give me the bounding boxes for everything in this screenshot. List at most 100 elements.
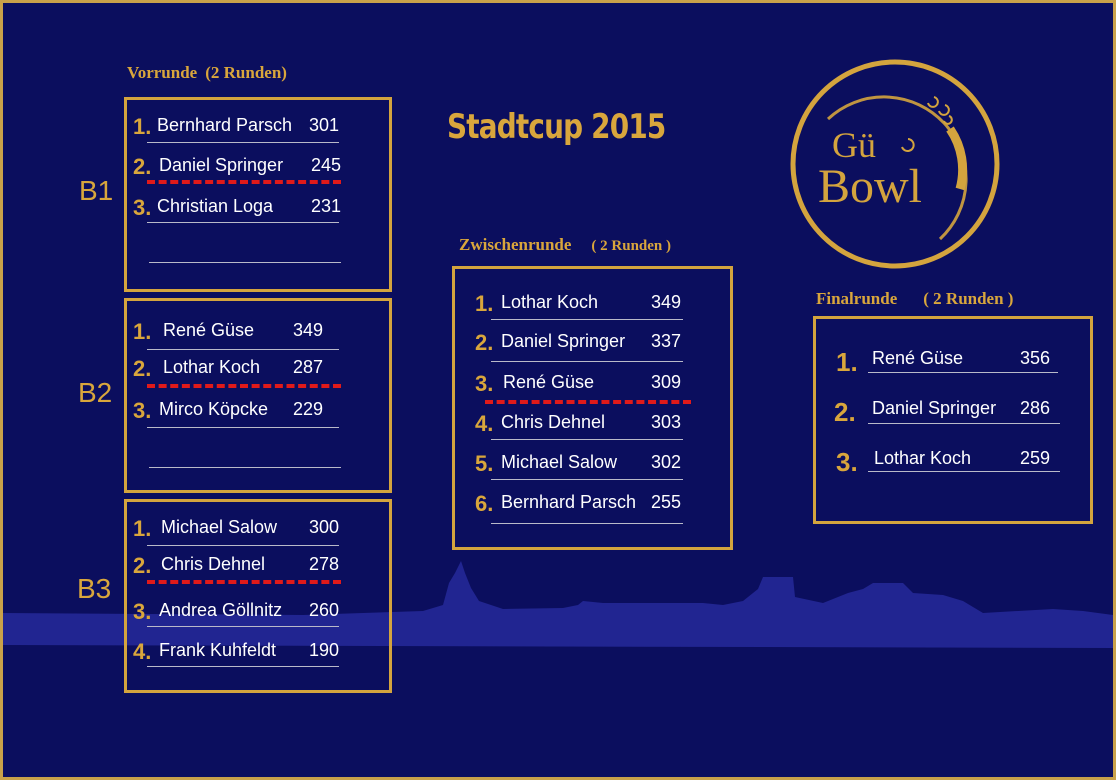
table-row: 2. Daniel Springer 245 xyxy=(133,154,383,180)
rank: 1. xyxy=(133,516,152,541)
player-score: 309 xyxy=(651,372,682,392)
player-name: Christian Loga xyxy=(157,196,274,216)
rank: 1. xyxy=(475,291,494,316)
vorrunde-title-text: Vorrunde xyxy=(127,63,198,82)
table-row: 2. Chris Dehnel 278 xyxy=(133,553,383,579)
zwischenrunde-box: 1. Lothar Koch 349 2. Daniel Springer 33… xyxy=(452,266,733,550)
table-row: 2. Lothar Koch 287 xyxy=(133,356,383,382)
player-name: René Güse xyxy=(163,320,255,340)
rank: 1. xyxy=(836,347,858,377)
rank: 3. xyxy=(133,195,152,220)
row-divider xyxy=(868,423,1060,424)
row-divider xyxy=(491,439,683,440)
group-box-b3: 1. Michael Salow 300 2. Chris Dehnel 278… xyxy=(124,499,392,693)
rank: 6. xyxy=(475,491,494,516)
player-name: Bernhard Parsch xyxy=(501,492,637,512)
rank: 2. xyxy=(475,330,494,355)
row-divider xyxy=(147,222,339,223)
table-row: 4. Chris Dehnel 303 xyxy=(475,411,715,437)
group-label-b1: B1 xyxy=(79,175,114,206)
table-row: 3. Mirco Köpcke 229 xyxy=(133,398,383,424)
page-title: Stadtcup 2015 xyxy=(447,107,666,147)
player-name: Bernhard Parsch xyxy=(157,115,293,135)
group-label-b2: B2 xyxy=(78,377,113,408)
player-name: Lothar Koch xyxy=(163,357,261,377)
player-name: Chris Dehnel xyxy=(501,412,606,432)
player-name: Mirco Köpcke xyxy=(159,399,269,419)
rank: 3. xyxy=(475,371,494,396)
qualification-cutoff-line xyxy=(147,580,341,584)
row-divider xyxy=(149,262,341,263)
finalrunde-title: Finalrunde ( 2 Runden ) xyxy=(816,289,1013,309)
table-row: 6. Bernhard Parsch 255 xyxy=(475,491,725,517)
finalrunde-title-text: Finalrunde xyxy=(816,289,898,308)
table-row: 2. Daniel Springer 286 xyxy=(834,397,1084,427)
table-row: 2. Daniel Springer 337 xyxy=(475,330,715,356)
rank: 2. xyxy=(133,154,152,179)
row-divider xyxy=(868,372,1058,373)
table-row: 1. René Güse 356 xyxy=(836,347,1076,377)
row-divider xyxy=(147,626,339,627)
table-row: 5. Michael Salow 302 xyxy=(475,451,715,477)
rank: 4. xyxy=(475,411,494,436)
table-row: 3. Lothar Koch 259 xyxy=(836,447,1076,477)
rank: 3. xyxy=(836,447,858,477)
rank: 2. xyxy=(133,356,152,381)
rank: 2. xyxy=(133,553,152,578)
player-score: 337 xyxy=(651,331,682,351)
qualification-cutoff-line xyxy=(147,180,341,184)
logo-text-gu: Gü xyxy=(832,125,876,165)
player-name: Lothar Koch xyxy=(874,448,972,468)
table-row: 1. Lothar Koch 349 xyxy=(475,291,715,317)
player-score: 286 xyxy=(1020,398,1051,418)
player-name: Frank Kuhfeldt xyxy=(159,640,277,660)
player-score: 229 xyxy=(293,399,324,419)
player-name: René Güse xyxy=(503,372,595,392)
row-divider xyxy=(868,471,1060,472)
player-name: Chris Dehnel xyxy=(161,554,266,574)
gue-bowl-logo: Gü Bowl xyxy=(790,59,1000,269)
bowling-ball-icon xyxy=(790,59,1000,269)
player-name: Daniel Springer xyxy=(501,331,626,351)
player-score: 278 xyxy=(309,554,340,574)
player-score: 259 xyxy=(1020,448,1051,468)
player-score: 301 xyxy=(309,115,340,135)
finalrunde-rounds: ( 2 Runden ) xyxy=(923,289,1014,308)
group-box-b1: 1. Bernhard Parsch 301 2. Daniel Springe… xyxy=(124,97,392,292)
qualification-cutoff-line xyxy=(147,384,341,388)
player-score: 302 xyxy=(651,452,682,472)
player-name: Daniel Springer xyxy=(159,155,284,175)
player-score: 245 xyxy=(311,155,342,175)
finalrunde-box: 1. René Güse 356 2. Daniel Springer 286 … xyxy=(813,316,1093,524)
rank: 1. xyxy=(133,319,152,344)
player-name: Daniel Springer xyxy=(872,398,997,418)
player-score: 303 xyxy=(651,412,682,432)
rank: 3. xyxy=(133,398,152,423)
group-box-b2: 1. René Güse 349 2. Lothar Koch 287 3. M… xyxy=(124,298,392,493)
player-score: 356 xyxy=(1020,348,1051,368)
table-row: 1. René Güse 349 xyxy=(133,319,383,345)
player-score: 300 xyxy=(309,517,340,537)
zwischenrunde-title-text: Zwischenrunde xyxy=(459,235,572,254)
row-divider xyxy=(147,427,339,428)
row-divider xyxy=(491,319,683,320)
player-score: 255 xyxy=(651,492,682,512)
rank: 4. xyxy=(133,639,152,664)
table-row: 1. Bernhard Parsch 301 xyxy=(133,114,383,140)
zwischenrunde-title: Zwischenrunde ( 2 Runden ) xyxy=(459,235,671,255)
player-score: 349 xyxy=(651,292,682,312)
rank: 1. xyxy=(133,114,152,139)
row-divider xyxy=(147,142,339,143)
table-row: 3. René Güse 309 xyxy=(475,371,715,397)
rank: 3. xyxy=(133,599,152,624)
row-divider xyxy=(147,545,339,546)
row-divider xyxy=(149,467,341,468)
player-name: René Güse xyxy=(872,348,964,368)
zwischenrunde-rounds: ( 2 Runden ) xyxy=(591,238,672,254)
table-row: 3. Christian Loga 231 xyxy=(133,195,383,221)
player-name: Michael Salow xyxy=(161,517,278,537)
row-divider xyxy=(491,479,683,480)
rank: 5. xyxy=(475,451,494,476)
player-score: 260 xyxy=(309,600,340,620)
